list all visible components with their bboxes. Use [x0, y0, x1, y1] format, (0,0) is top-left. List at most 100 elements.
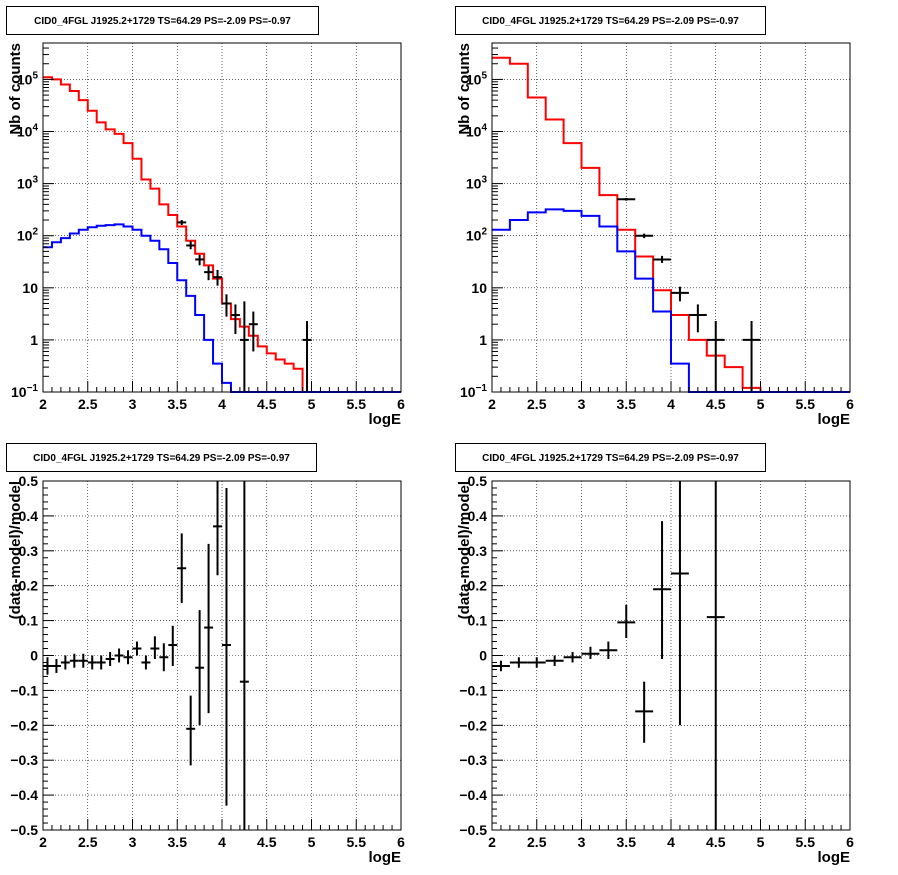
data-point [195, 254, 205, 266]
y-tick-label: −0.3 [10, 752, 38, 768]
x-tick-label: 4 [218, 396, 226, 412]
axis-ticks [491, 42, 851, 393]
y-tick-label: 0.5 [19, 473, 39, 489]
chart-panel-1: CID0_4FGL J1925.2+1729 TS=64.29 PS=-2.09… [6, 6, 405, 428]
y-tick-label: −0.5 [459, 822, 487, 838]
data-point [230, 304, 240, 334]
y-tick-label: 103 [466, 175, 488, 192]
y-tick-label: 10−1 [460, 383, 487, 400]
x-tick-label: 4.5 [257, 834, 277, 850]
title-frame [455, 443, 766, 472]
y-tick-label: −0.5 [10, 822, 38, 838]
x-tick-label: 4.5 [706, 834, 726, 850]
y-tick-label: 10 [22, 280, 38, 296]
x-tick-label: 4.5 [706, 396, 726, 412]
y-tick-label: 0.1 [19, 613, 39, 629]
title-frame [6, 443, 317, 472]
data-point [599, 641, 618, 659]
data-point [671, 286, 689, 302]
axis-ticks [491, 480, 851, 831]
x-tick-label: 3.5 [168, 396, 188, 412]
grid-lines [43, 43, 401, 392]
data-point [177, 220, 187, 226]
data-point [105, 652, 115, 666]
data-point [69, 653, 79, 668]
y-tick-label: −0.1 [10, 682, 38, 698]
x-tick-label: 5.5 [796, 396, 816, 412]
data-point [635, 233, 654, 239]
y-axis-label: Nb of counts [456, 43, 473, 135]
x-tick-label: 6 [397, 396, 405, 412]
y-tick-label: 0.5 [468, 473, 488, 489]
data-point [527, 657, 546, 668]
model-total-histogram [43, 76, 401, 393]
x-tick-label: 3 [129, 396, 137, 412]
x-tick-label: 2.5 [527, 396, 547, 412]
data-point [222, 294, 231, 317]
x-tick-label: 5 [757, 396, 765, 412]
data-point [213, 269, 222, 286]
data-point [563, 652, 582, 663]
data-point [150, 636, 160, 659]
data-point [96, 655, 106, 670]
x-tick-label: 6 [846, 834, 854, 850]
x-tick-label: 2 [488, 834, 496, 850]
x-tick-label: 5.5 [347, 834, 367, 850]
x-tick-label: 5.5 [796, 834, 816, 850]
y-tick-label: 0.3 [468, 543, 488, 559]
data-point [239, 301, 249, 392]
x-tick-label: 2.5 [527, 834, 547, 850]
x-tick-label: 4 [218, 834, 226, 850]
chart-title: CID0_4FGL J1925.2+1729 TS=64.29 PS=-2.09… [34, 16, 291, 27]
axis-ticks [42, 480, 402, 831]
y-tick-label: 0 [30, 648, 38, 664]
y-tick-label: 102 [466, 227, 488, 244]
x-axis-label: logE [818, 411, 851, 428]
y-tick-label: 0.2 [468, 578, 488, 594]
data-point [60, 655, 70, 670]
data-point [581, 646, 600, 659]
x-tick-label: 5.5 [347, 396, 367, 412]
data-point [114, 648, 124, 663]
data-point [204, 543, 214, 714]
y-axis-label: Nb of counts [7, 43, 24, 135]
data-point [43, 657, 52, 675]
y-tick-label: −0.3 [459, 752, 487, 768]
data-point [617, 604, 636, 639]
x-tick-label: 3 [578, 396, 586, 412]
y-tick-label: −0.4 [459, 787, 487, 803]
x-tick-label: 2 [39, 396, 47, 412]
x-tick-label: 5 [757, 834, 765, 850]
data-point [545, 655, 564, 666]
title-frame [455, 6, 766, 35]
data-point [123, 650, 133, 665]
y-tick-label: 1 [30, 332, 38, 348]
chart-title-box: CID0_4FGL J1925.2+1729 TS=64.29 PS=-2.09… [455, 6, 766, 35]
x-tick-label: 3 [129, 834, 137, 850]
source-model-histogram [43, 223, 401, 393]
data-point [302, 321, 312, 392]
y-tick-label: −0.1 [459, 682, 487, 698]
x-tick-label: 4 [667, 834, 675, 850]
data-point [186, 241, 196, 250]
x-tick-label: 2.5 [78, 396, 98, 412]
data-point [617, 197, 636, 201]
data-point [168, 625, 178, 666]
data-point [635, 681, 654, 743]
y-tick-label: 0.1 [468, 613, 488, 629]
chart-title: CID0_4FGL J1925.2+1729 TS=64.29 PS=-2.09… [482, 453, 739, 464]
x-tick-label: 3.5 [617, 834, 637, 850]
data-point [671, 481, 689, 726]
x-tick-label: 4 [667, 396, 675, 412]
y-axis-label: (data-model)/model [456, 481, 473, 619]
data-point [706, 481, 725, 830]
x-tick-label: 4.5 [257, 396, 277, 412]
title-frame [6, 6, 319, 35]
chart-title: CID0_4FGL J1925.2+1729 TS=64.29 PS=-2.09… [33, 453, 290, 464]
y-tick-label: 103 [17, 175, 39, 192]
chart-panel-2: CID0_4FGL J1925.2+1729 TS=64.29 PS=-2.09… [455, 6, 854, 428]
y-tick-label: −0.2 [459, 717, 487, 733]
grid-lines [492, 43, 850, 392]
data-point [78, 653, 88, 668]
data-point [51, 658, 61, 673]
